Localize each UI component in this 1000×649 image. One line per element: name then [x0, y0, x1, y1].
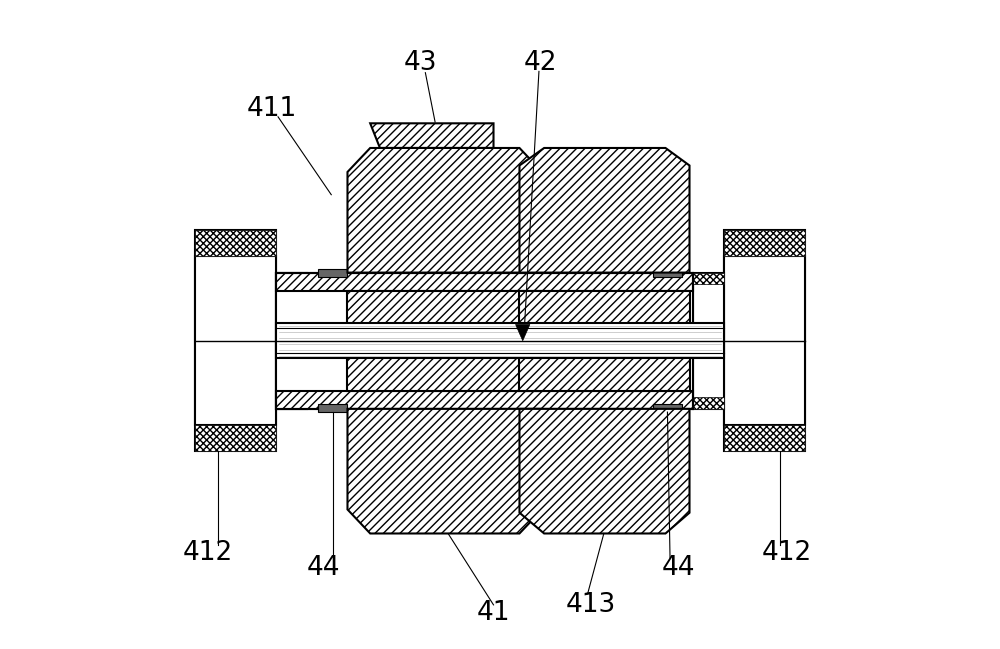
- Bar: [276, 273, 307, 284]
- Text: 41: 41: [477, 600, 510, 626]
- Bar: [693, 273, 724, 409]
- Polygon shape: [347, 148, 542, 273]
- Bar: [724, 230, 805, 451]
- Bar: [276, 291, 693, 391]
- Bar: [693, 273, 724, 284]
- Bar: [195, 256, 276, 425]
- Bar: [276, 391, 693, 409]
- Text: 412: 412: [762, 540, 812, 566]
- Bar: [519, 291, 690, 391]
- Text: 44: 44: [307, 555, 340, 581]
- Bar: [653, 404, 682, 412]
- Bar: [693, 397, 724, 409]
- Bar: [724, 230, 805, 256]
- Bar: [195, 425, 276, 451]
- Text: 412: 412: [183, 540, 233, 566]
- Text: 411: 411: [246, 96, 297, 122]
- Polygon shape: [347, 409, 542, 533]
- Text: 43: 43: [404, 50, 438, 76]
- Polygon shape: [519, 148, 690, 273]
- Bar: [347, 323, 690, 358]
- Text: 44: 44: [662, 555, 695, 581]
- Bar: [195, 230, 276, 451]
- Bar: [653, 269, 682, 277]
- Bar: [724, 256, 805, 425]
- Bar: [276, 397, 307, 409]
- Polygon shape: [370, 123, 494, 148]
- Polygon shape: [519, 409, 690, 533]
- Polygon shape: [516, 324, 530, 341]
- Bar: [195, 230, 276, 256]
- Bar: [724, 425, 805, 451]
- Bar: [318, 404, 347, 412]
- Bar: [276, 273, 693, 291]
- Bar: [276, 273, 307, 409]
- Bar: [276, 273, 693, 409]
- Bar: [318, 269, 347, 277]
- Bar: [276, 323, 724, 358]
- Text: 413: 413: [566, 592, 616, 618]
- Text: 42: 42: [523, 50, 557, 76]
- Bar: [347, 291, 542, 391]
